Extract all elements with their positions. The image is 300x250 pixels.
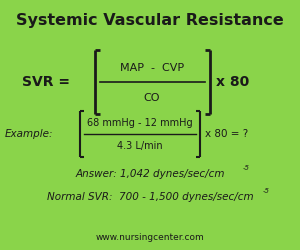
- Text: x 80: x 80: [216, 75, 249, 89]
- Text: x 80 = ?: x 80 = ?: [205, 129, 248, 139]
- Text: CO: CO: [144, 93, 160, 103]
- Text: -5: -5: [243, 165, 250, 171]
- Text: Systemic Vascular Resistance: Systemic Vascular Resistance: [16, 13, 284, 28]
- Text: www.nursingcenter.com: www.nursingcenter.com: [96, 234, 204, 242]
- Text: 68 mmHg - 12 mmHg: 68 mmHg - 12 mmHg: [87, 118, 193, 128]
- Text: SVR =: SVR =: [22, 75, 75, 89]
- Text: -5: -5: [263, 188, 270, 194]
- Text: Answer: 1,042 dynes/sec/cm: Answer: 1,042 dynes/sec/cm: [75, 169, 225, 179]
- Text: 4.3 L/min: 4.3 L/min: [117, 141, 163, 151]
- Text: Example:: Example:: [5, 129, 53, 139]
- Text: MAP  -  CVP: MAP - CVP: [120, 63, 184, 73]
- Text: Normal SVR:  700 - 1,500 dynes/sec/cm: Normal SVR: 700 - 1,500 dynes/sec/cm: [47, 192, 253, 202]
